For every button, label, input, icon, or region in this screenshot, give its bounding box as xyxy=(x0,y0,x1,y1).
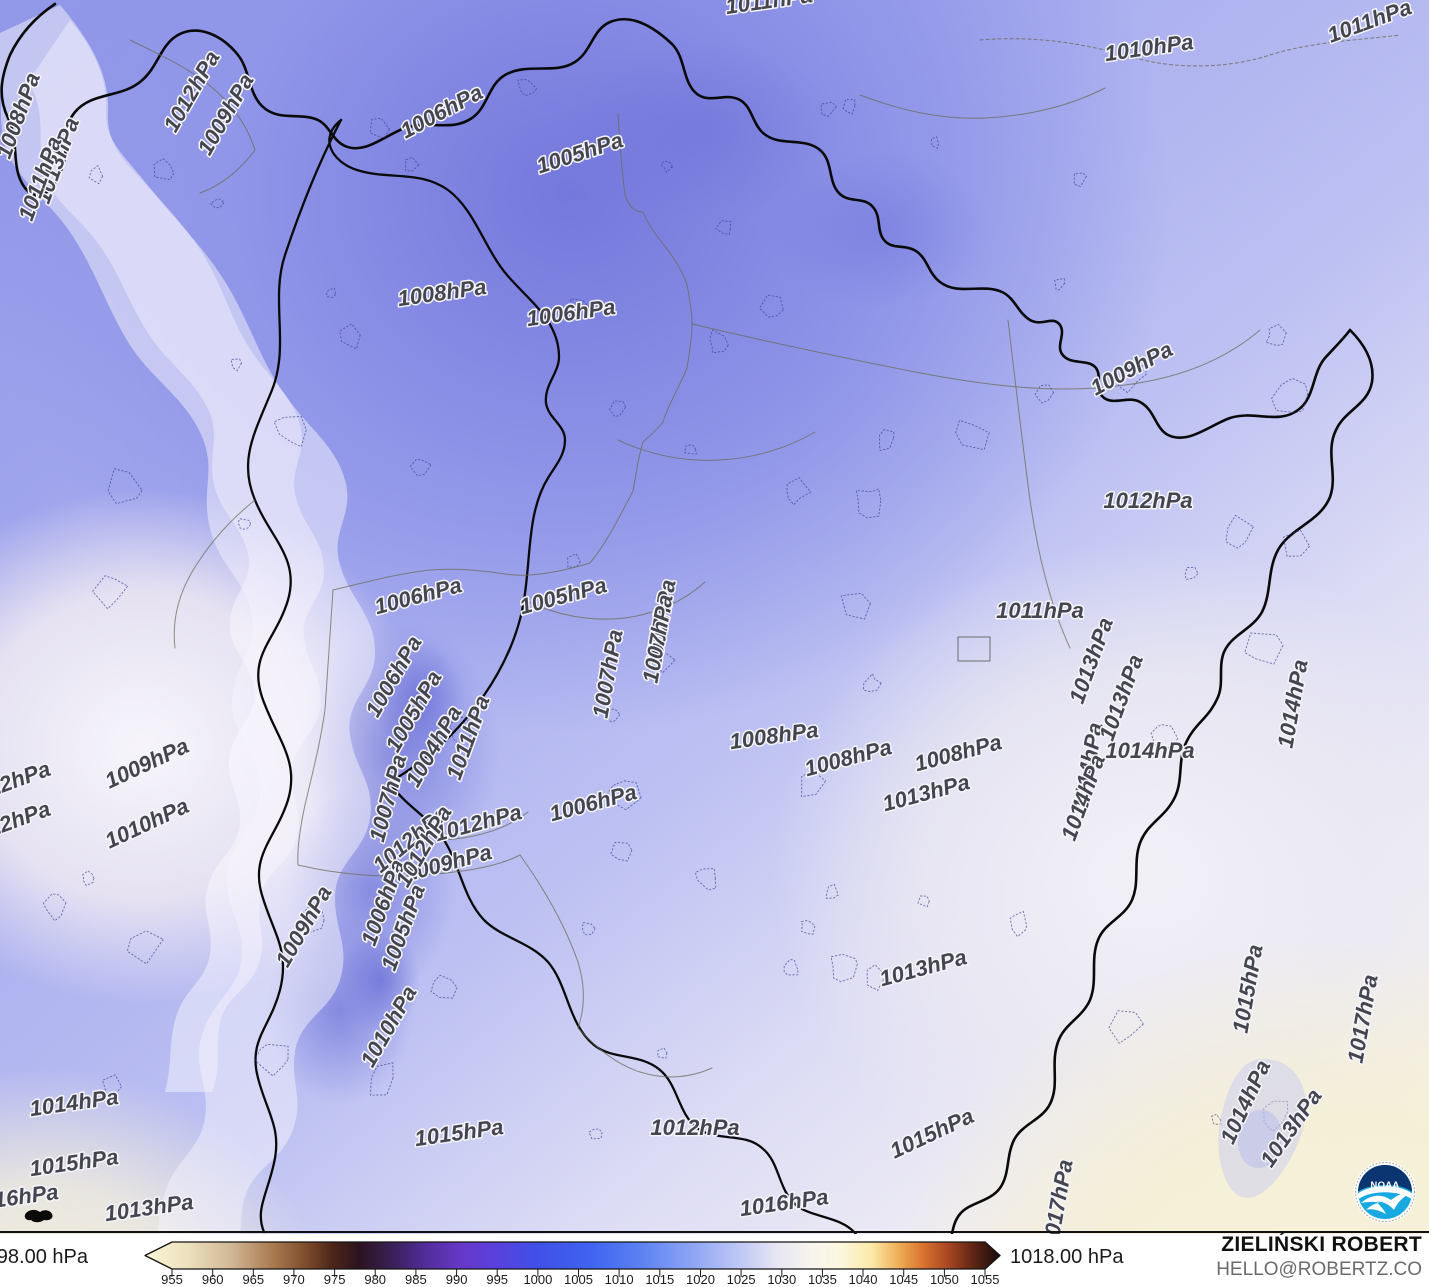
svg-text:NOAA: NOAA xyxy=(1370,1180,1399,1191)
svg-text:995: 995 xyxy=(486,1272,508,1287)
svg-text:965: 965 xyxy=(242,1272,264,1287)
svg-text:998.00 hPa: 998.00 hPa xyxy=(0,1246,89,1268)
svg-text:1035: 1035 xyxy=(808,1272,837,1287)
svg-text:985: 985 xyxy=(405,1272,427,1287)
svg-text:1030: 1030 xyxy=(767,1272,796,1287)
svg-text:1025: 1025 xyxy=(727,1272,756,1287)
svg-text:1055: 1055 xyxy=(971,1272,1000,1287)
svg-text:955: 955 xyxy=(161,1272,183,1287)
svg-text:1000: 1000 xyxy=(523,1272,552,1287)
svg-text:HELLO@ROBERTZ.CO: HELLO@ROBERTZ.CO xyxy=(1216,1259,1422,1280)
svg-text:1040: 1040 xyxy=(849,1272,878,1287)
svg-text:1018.00 hPa: 1018.00 hPa xyxy=(1010,1246,1124,1268)
svg-text:1015: 1015 xyxy=(645,1272,674,1287)
svg-text:1011hPa: 1011hPa xyxy=(996,598,1084,623)
svg-text:ZIELIŃSKI ROBERT: ZIELIŃSKI ROBERT xyxy=(1221,1233,1422,1256)
svg-text:980: 980 xyxy=(364,1272,386,1287)
svg-text:1012hPa: 1012hPa xyxy=(650,1115,739,1140)
svg-text:990: 990 xyxy=(446,1272,468,1287)
svg-text:960: 960 xyxy=(202,1272,224,1287)
svg-text:1045: 1045 xyxy=(889,1272,918,1287)
svg-text:1050: 1050 xyxy=(930,1272,959,1287)
svg-text:1020: 1020 xyxy=(686,1272,715,1287)
svg-text:1005: 1005 xyxy=(564,1272,593,1287)
svg-text:975: 975 xyxy=(324,1272,346,1287)
svg-text:970: 970 xyxy=(283,1272,305,1287)
svg-text:1010: 1010 xyxy=(605,1272,634,1287)
svg-text:1014hPa: 1014hPa xyxy=(1105,738,1194,763)
svg-text:1012hPa: 1012hPa xyxy=(1103,488,1192,513)
